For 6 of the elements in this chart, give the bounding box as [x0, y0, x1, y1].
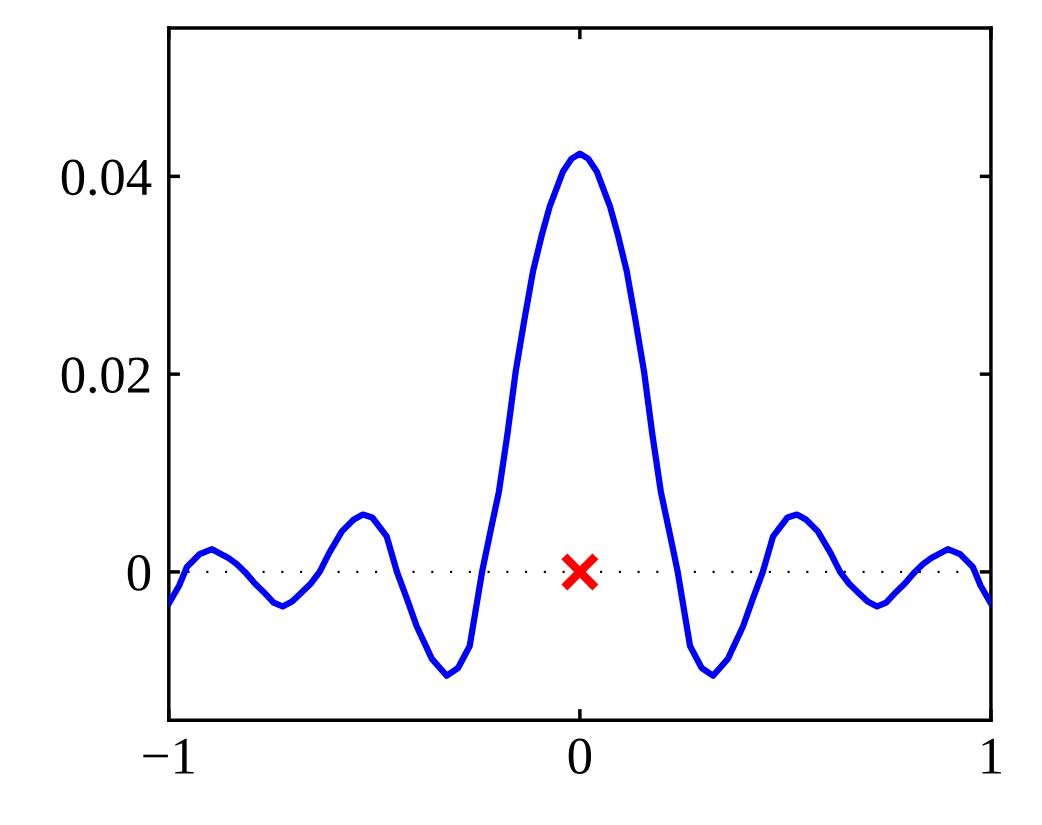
x-tick-label: 1	[982, 738, 1001, 774]
x-tick-label: −1	[143, 738, 194, 774]
x-tick-label: 0	[568, 738, 592, 775]
y-tick-label: 0.02	[61, 357, 150, 394]
y-tick-label: 0	[127, 555, 151, 591]
y-tick-label: 0.04	[61, 159, 152, 196]
